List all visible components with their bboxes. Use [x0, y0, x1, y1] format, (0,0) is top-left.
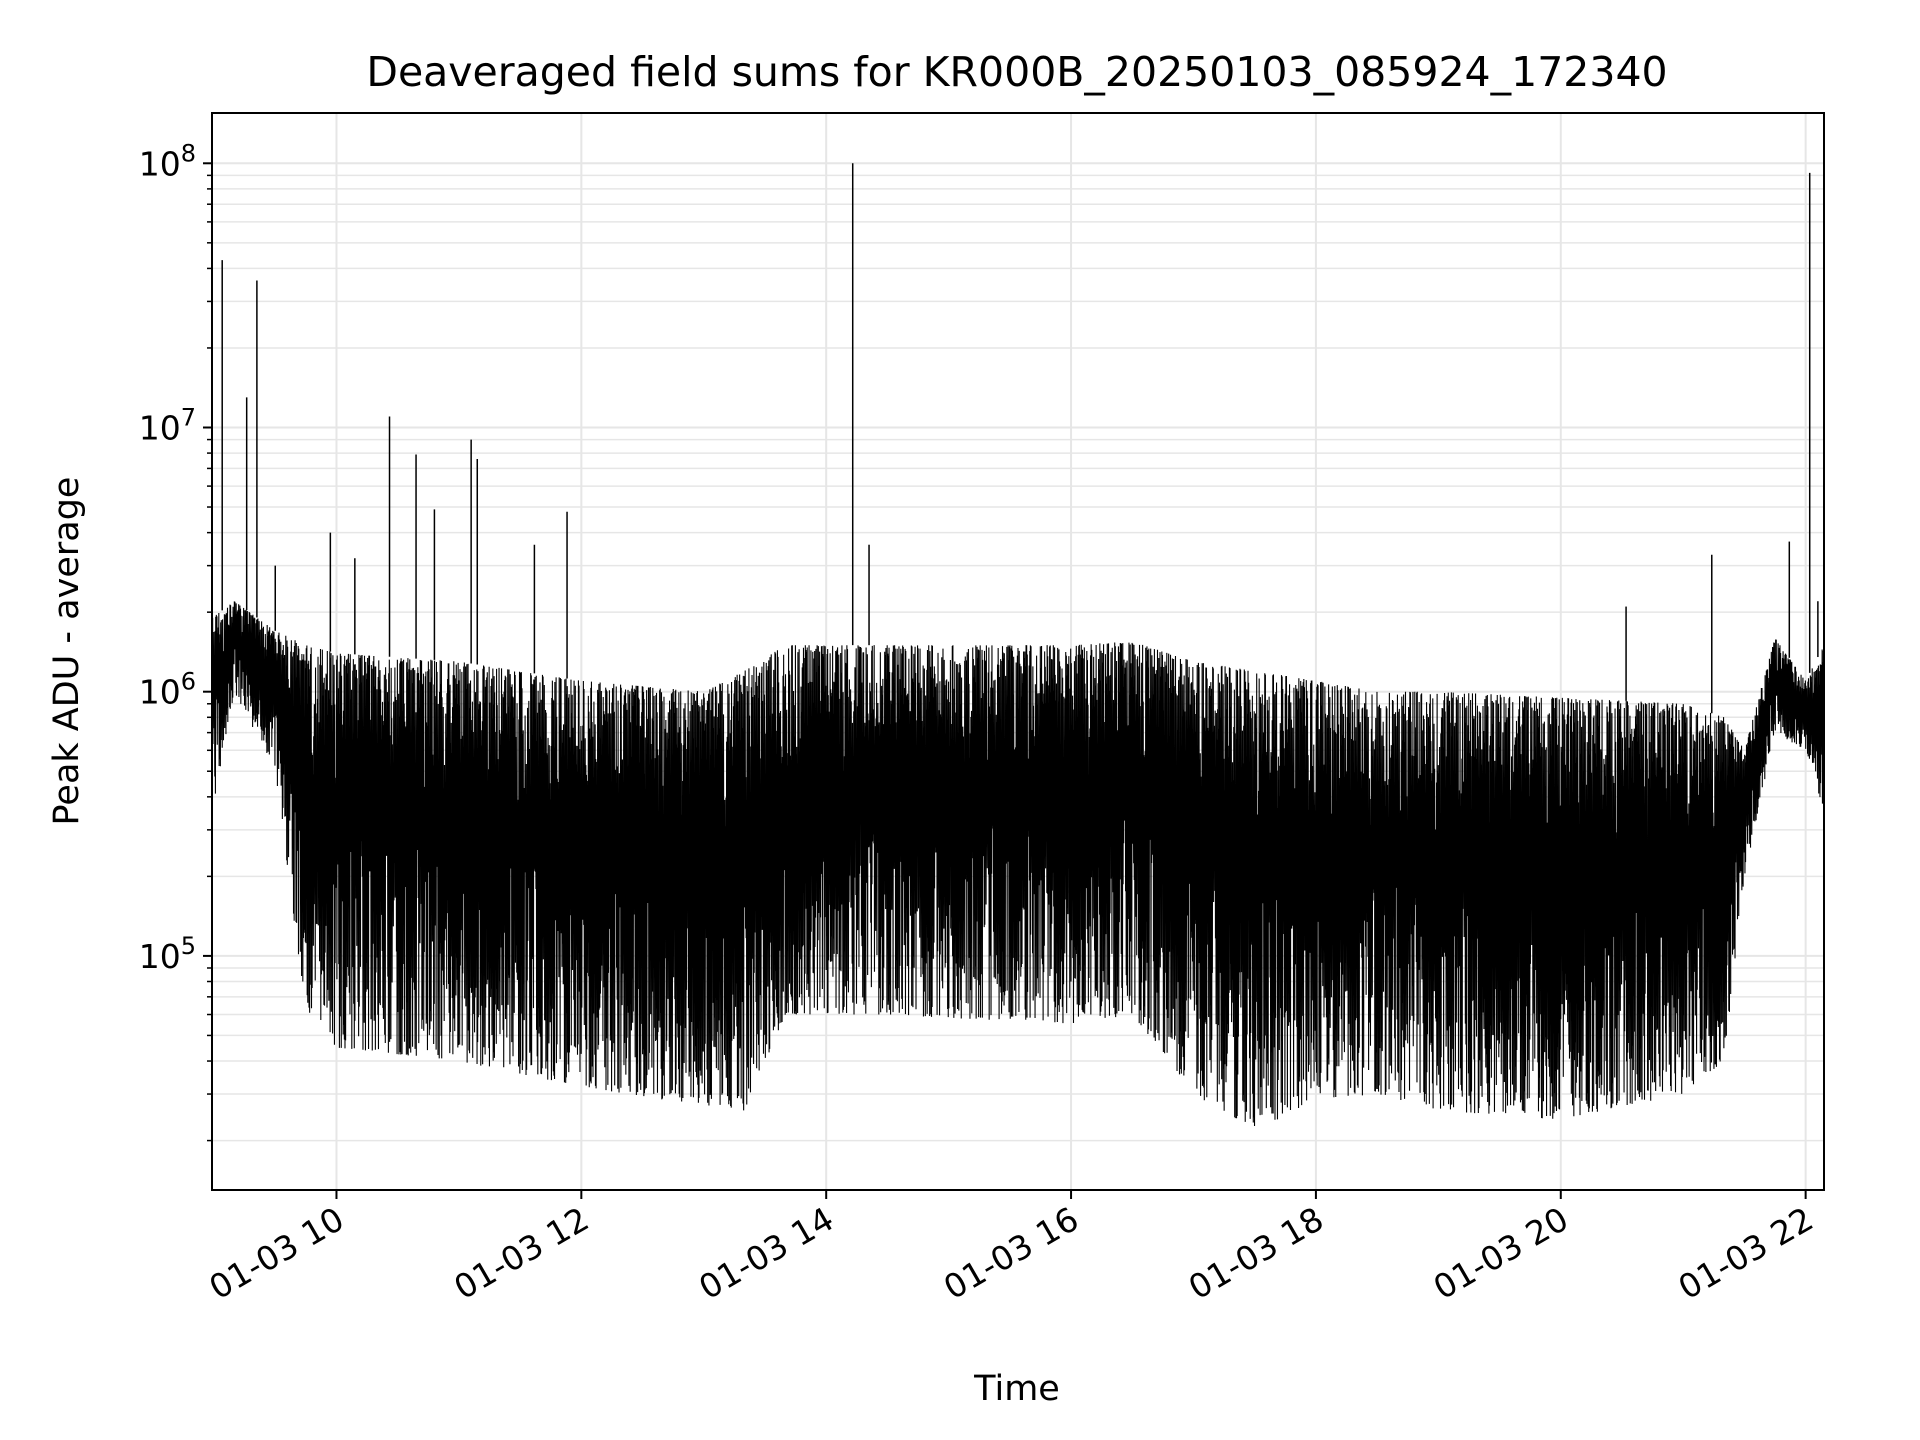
- y-axis-label: Peak ADU - average: [47, 477, 87, 826]
- x-tick-label: 01-03 12: [447, 1199, 595, 1307]
- x-axis-label: Time: [973, 1369, 1060, 1409]
- plot-area: [211, 163, 1825, 1126]
- x-tick-label: 01-03 20: [1427, 1199, 1575, 1307]
- x-axis: 01-03 10 01-03 12 01-03 14 01-03 16 01-03 18…: [202, 1190, 1820, 1307]
- series-line: [211, 601, 1825, 1126]
- x-tick-label: 01-03 18: [1182, 1199, 1330, 1307]
- x-tick-label: 01-03 10: [202, 1199, 350, 1307]
- chart-title: Deaveraged field sums for KR000B_2025010…: [366, 48, 1667, 96]
- x-tick-label: 01-03 14: [692, 1199, 840, 1307]
- y-axis: 105 106 107 108: [139, 139, 212, 1142]
- y-tick-label: 108: [139, 139, 196, 183]
- y-tick-label: 105: [139, 932, 196, 976]
- plot-frame: [211, 112, 1825, 1191]
- y-tick-label: 107: [139, 403, 196, 447]
- y-tick-label: 106: [139, 668, 196, 712]
- x-tick-label: 01-03 22: [1672, 1199, 1820, 1307]
- x-tick-label: 01-03 16: [937, 1199, 1085, 1307]
